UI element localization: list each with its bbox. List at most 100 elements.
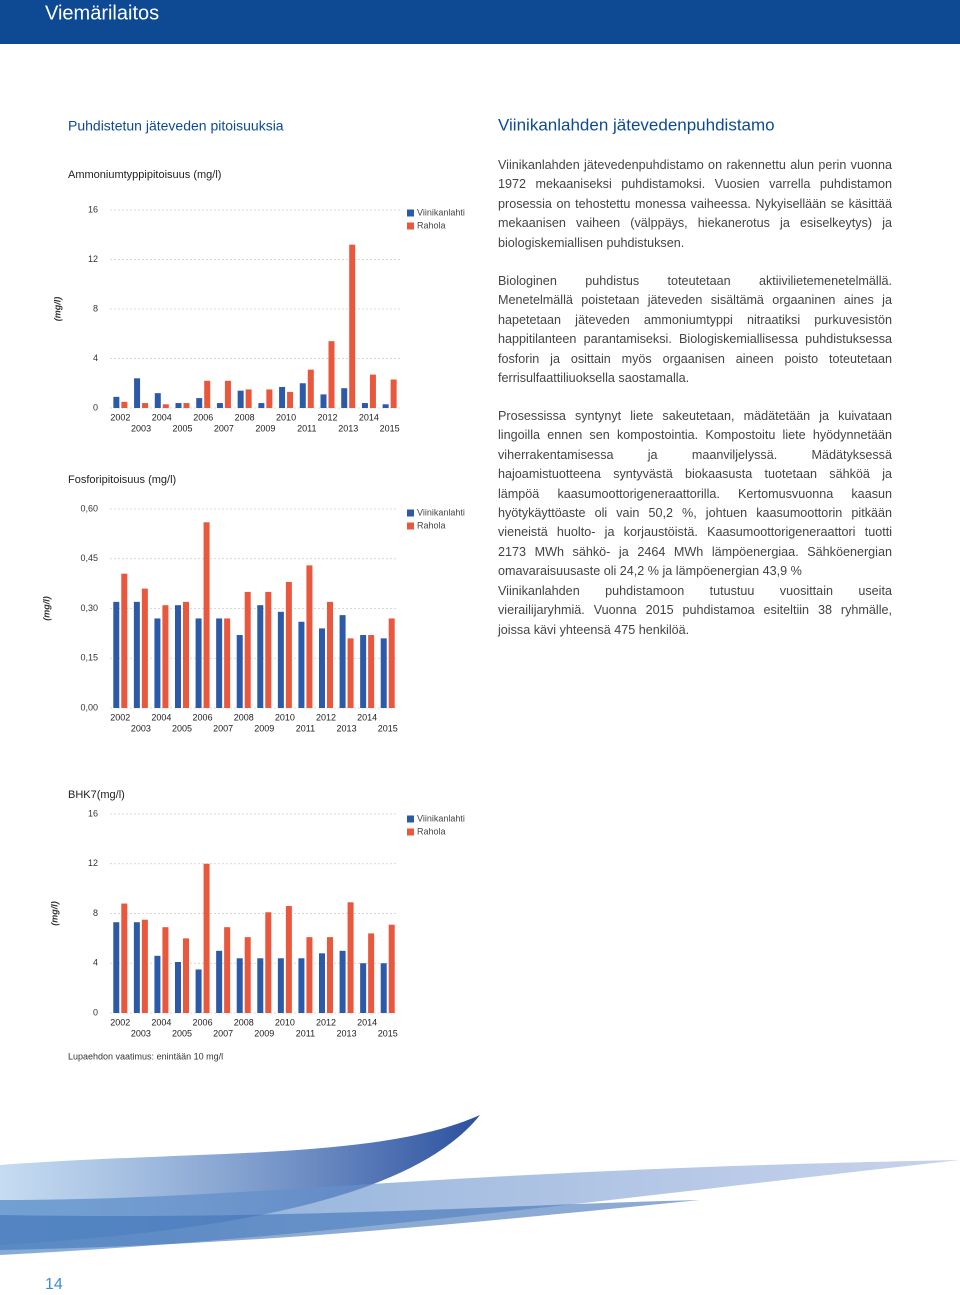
bar: [390, 379, 397, 408]
paragraph: Viinikanlahden jätevedenpuhdistamo on ra…: [498, 158, 892, 250]
bar: [388, 618, 395, 708]
bar: [347, 902, 354, 1013]
bar: [349, 244, 356, 408]
bar: [368, 635, 375, 708]
bar: [183, 938, 189, 1013]
legend-label: Rahola: [417, 520, 446, 530]
x-tick-label: 2009: [254, 1028, 274, 1038]
x-tick-label: 2015: [378, 1028, 398, 1038]
legend-label: Viinikanlahti: [417, 813, 465, 823]
article-heading: Viinikanlahden jätevedenpuhdistamo: [498, 115, 775, 134]
bar: [320, 394, 327, 408]
header-title: Viemärilaitos: [45, 2, 159, 24]
bar: [285, 581, 292, 708]
bar: [154, 393, 161, 408]
bar: [369, 374, 376, 408]
legend-label: Viinikanlahti: [417, 507, 465, 517]
legend-swatch: [407, 815, 414, 823]
y-tick-label: 4: [93, 353, 98, 363]
legend-swatch: [407, 828, 414, 836]
x-tick-label: 2010: [276, 412, 296, 422]
legend-swatch: [407, 209, 414, 217]
bar: [361, 403, 368, 408]
y-tick-label: 0,60: [80, 503, 98, 513]
y-tick-label: 0,15: [80, 653, 98, 663]
y-tick-label: 0,00: [80, 702, 98, 712]
bar: [224, 380, 231, 408]
bar: [162, 605, 169, 708]
bar: [133, 922, 140, 1013]
x-tick-label: 2007: [213, 1028, 233, 1038]
x-tick-label: 2002: [110, 712, 130, 722]
bar: [175, 605, 181, 708]
y-axis-label: (mg/l): [52, 297, 62, 322]
paragraph: Prosessissa syntynyt liete sakeutetaan, …: [498, 409, 892, 579]
x-tick-label: 2003: [131, 723, 151, 733]
x-tick-label: 2012: [316, 1017, 336, 1027]
x-tick-label: 2006: [193, 412, 213, 422]
legend-swatch: [407, 522, 414, 530]
bar: [113, 601, 120, 708]
bar: [134, 378, 141, 408]
legend-label: Rahola: [417, 826, 446, 836]
bar: [133, 601, 140, 708]
paragraph: Viinikanlahden puhdistamoon tutustuu vuo…: [498, 584, 892, 637]
x-tick-label: 2011: [296, 1028, 315, 1038]
x-tick-label: 2011: [296, 723, 315, 733]
x-tick-label: 2014: [357, 712, 377, 722]
x-tick-label: 2015: [380, 423, 400, 433]
bar: [224, 618, 231, 708]
bar: [142, 403, 149, 408]
bar: [183, 601, 189, 708]
x-tick-label: 2014: [359, 412, 379, 422]
bar: [195, 618, 202, 708]
page-number: 14: [45, 1276, 63, 1293]
y-axis-label: (mg/l): [49, 901, 59, 926]
y-tick-label: 4: [93, 958, 98, 968]
x-tick-label: 2008: [234, 712, 254, 722]
x-tick-label: 2004: [152, 412, 172, 422]
bar: [244, 937, 251, 1013]
bar: [339, 950, 346, 1013]
bar: [380, 963, 387, 1013]
y-tick-label: 8: [93, 908, 98, 918]
x-tick-label: 2008: [235, 412, 255, 422]
bar: [285, 906, 292, 1013]
bar: [319, 628, 325, 708]
x-tick-label: 2007: [214, 423, 234, 433]
bar: [257, 605, 264, 708]
bar: [380, 638, 387, 708]
bar: [236, 958, 243, 1013]
bar: [327, 937, 333, 1013]
bar: [328, 341, 335, 408]
bar: [360, 963, 367, 1013]
bar: [306, 937, 313, 1013]
section-heading: Puhdistetun jäteveden pitoisuuksia: [68, 118, 284, 134]
y-tick-label: 16: [88, 204, 98, 214]
x-tick-label: 2002: [110, 1017, 130, 1027]
x-tick-label: 2014: [357, 1017, 377, 1027]
x-tick-label: 2006: [193, 1017, 213, 1027]
bar: [287, 391, 294, 408]
bar: [141, 588, 148, 708]
x-tick-label: 2002: [110, 412, 130, 422]
bar: [388, 924, 395, 1013]
bar: [257, 958, 264, 1013]
legend-swatch: [407, 222, 414, 230]
bar: [306, 565, 313, 708]
bar: [224, 927, 231, 1013]
bar: [307, 369, 314, 408]
bar: [368, 933, 375, 1013]
bar: [121, 401, 128, 408]
x-tick-label: 2013: [337, 1028, 357, 1038]
bar: [299, 383, 306, 408]
bar: [154, 618, 161, 708]
bar: [175, 962, 181, 1013]
y-tick-label: 16: [88, 808, 98, 818]
bar: [341, 388, 348, 408]
bar: [237, 390, 244, 408]
x-tick-label: 2015: [378, 723, 398, 733]
x-tick-label: 2010: [275, 712, 295, 722]
